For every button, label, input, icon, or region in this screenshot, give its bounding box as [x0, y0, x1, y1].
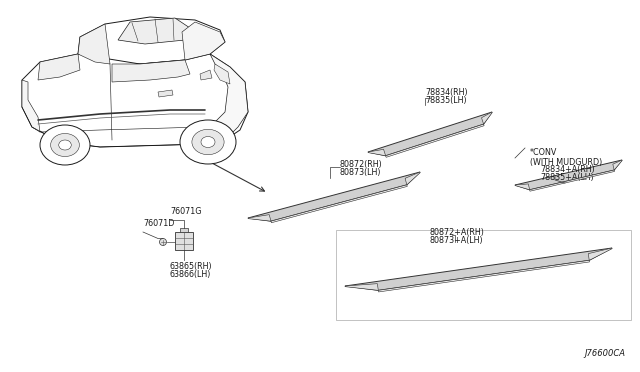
Text: 80873+A(LH): 80873+A(LH) [430, 236, 484, 245]
Text: 80872+A(RH): 80872+A(RH) [430, 228, 485, 237]
Bar [336, 230, 631, 320]
Ellipse shape [192, 129, 224, 155]
Polygon shape [205, 54, 248, 144]
Polygon shape [386, 124, 484, 157]
Text: 80873(LH): 80873(LH) [340, 168, 381, 177]
Polygon shape [158, 90, 173, 97]
Text: 78835+A(LH): 78835+A(LH) [540, 173, 594, 182]
Polygon shape [588, 248, 612, 260]
Polygon shape [78, 24, 110, 64]
Polygon shape [118, 18, 190, 44]
Polygon shape [182, 22, 225, 60]
Ellipse shape [40, 125, 90, 165]
Polygon shape [368, 112, 492, 156]
Polygon shape [345, 248, 612, 291]
Polygon shape [175, 232, 193, 250]
Polygon shape [378, 260, 589, 292]
Text: 78835(LH): 78835(LH) [425, 96, 467, 105]
Polygon shape [78, 17, 225, 64]
Ellipse shape [180, 120, 236, 164]
Polygon shape [515, 184, 530, 190]
Polygon shape [22, 80, 40, 132]
Text: 78834(RH): 78834(RH) [425, 88, 468, 97]
Polygon shape [112, 60, 190, 82]
Text: 63866(LH): 63866(LH) [170, 270, 211, 279]
Polygon shape [405, 172, 420, 185]
Polygon shape [38, 54, 80, 80]
Polygon shape [248, 215, 271, 221]
Text: J76600CA: J76600CA [584, 349, 625, 358]
Polygon shape [345, 284, 378, 291]
Text: 80872(RH): 80872(RH) [340, 160, 383, 169]
Ellipse shape [59, 140, 71, 150]
Text: 63865(RH): 63865(RH) [170, 262, 212, 271]
Text: 76071D: 76071D [143, 219, 174, 228]
Polygon shape [481, 112, 492, 124]
Ellipse shape [201, 137, 215, 148]
Polygon shape [613, 160, 622, 170]
Polygon shape [200, 70, 212, 80]
Polygon shape [271, 185, 407, 223]
Ellipse shape [51, 134, 79, 157]
Polygon shape [22, 54, 248, 147]
Polygon shape [530, 170, 614, 191]
Polygon shape [248, 172, 420, 221]
Text: *CONV
(WITH MUDGURD): *CONV (WITH MUDGURD) [530, 148, 602, 167]
Polygon shape [368, 149, 386, 156]
Circle shape [159, 238, 166, 246]
Text: 76071G: 76071G [170, 207, 202, 216]
Text: 78834+A(RH): 78834+A(RH) [540, 165, 595, 174]
Polygon shape [214, 64, 230, 84]
Polygon shape [515, 160, 622, 190]
Polygon shape [180, 228, 188, 232]
